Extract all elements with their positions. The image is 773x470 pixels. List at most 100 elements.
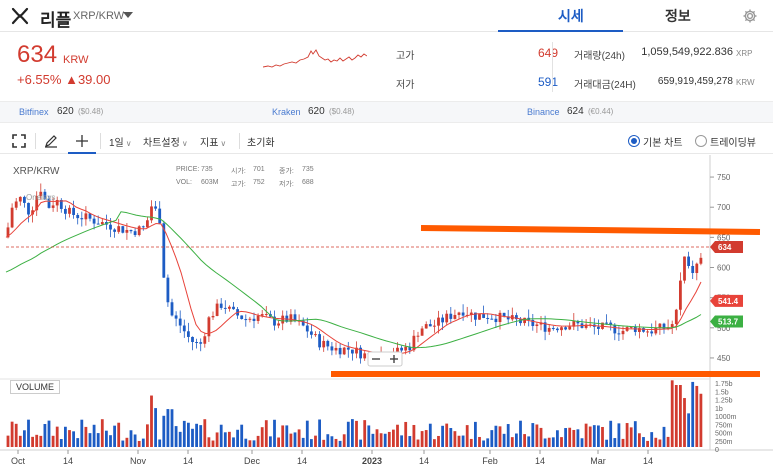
exchange-name[interactable]: Binance bbox=[527, 107, 560, 117]
candle-body bbox=[408, 346, 412, 351]
candle-body bbox=[338, 347, 342, 355]
crosshair-icon[interactable] bbox=[75, 134, 89, 148]
toolbar-divider bbox=[239, 133, 240, 149]
candle-body bbox=[642, 328, 645, 332]
volume-bar bbox=[199, 425, 203, 447]
exchange-prices: Bitfinex 620 ($0.48) Kraken 620 ($0.48) … bbox=[0, 101, 773, 123]
candle-body bbox=[55, 199, 59, 206]
candle-body bbox=[232, 306, 235, 310]
candle-body bbox=[560, 327, 563, 331]
ohlc-price: 735 bbox=[201, 166, 213, 173]
candle-body bbox=[318, 334, 321, 348]
chart-symbol: XRP/KRW bbox=[13, 166, 60, 177]
tab-price[interactable]: 시세 bbox=[558, 8, 584, 24]
chart-watermark: Onelays bbox=[26, 193, 56, 202]
volume-bar bbox=[568, 427, 572, 447]
candle-body bbox=[531, 319, 535, 327]
chart-settings-menu[interactable]: 차트설정 ∨ bbox=[143, 134, 188, 149]
volume-bar bbox=[506, 424, 510, 447]
volume-label: 거래량(24h) bbox=[574, 51, 625, 62]
candle-body bbox=[396, 347, 399, 355]
fullscreen-icon[interactable] bbox=[12, 134, 26, 148]
chart-settings-label: 차트설정 bbox=[143, 138, 180, 149]
volume-bar bbox=[531, 423, 535, 447]
volume-bar bbox=[117, 422, 121, 447]
candle-body bbox=[72, 207, 75, 215]
ma-long-badge-bg bbox=[710, 315, 743, 328]
chevron-down-icon[interactable] bbox=[123, 12, 133, 18]
volume-bar bbox=[474, 421, 477, 447]
xrp-logo-icon bbox=[11, 7, 29, 25]
candle-body bbox=[109, 224, 112, 230]
pair-selector[interactable]: XRP/KRW bbox=[73, 10, 125, 22]
candle-body bbox=[277, 323, 280, 326]
candle-body bbox=[174, 315, 178, 319]
candle-body bbox=[314, 334, 317, 336]
ohlc-low: 688 bbox=[302, 179, 314, 186]
candle-body bbox=[301, 320, 305, 326]
volume-bar bbox=[256, 435, 260, 447]
candle-body bbox=[359, 347, 362, 359]
volume-bar bbox=[18, 435, 22, 447]
volume-bar bbox=[326, 434, 330, 447]
tab-info[interactable]: 정보 bbox=[665, 8, 691, 24]
basic-chart-radio[interactable] bbox=[628, 135, 640, 147]
turnover-unit: KRW bbox=[736, 78, 755, 87]
ohlc-high: 752 bbox=[253, 179, 265, 186]
tradingview-label[interactable]: 트레이딩뷰 bbox=[710, 138, 756, 149]
candle-body bbox=[469, 312, 473, 315]
basic-chart-label[interactable]: 기본 차트 bbox=[643, 138, 683, 149]
candle-body bbox=[662, 323, 666, 329]
stats-divider bbox=[552, 42, 553, 92]
exchange-price-usd: ($0.48) bbox=[78, 107, 104, 116]
volume-bar bbox=[92, 424, 96, 447]
candle-body bbox=[264, 314, 268, 316]
candle-body bbox=[96, 223, 100, 225]
volume-tick-label: 750m bbox=[715, 422, 733, 429]
candlestick-chart[interactable]: 7507006506005505004501.75b1.5b1.25b1b100… bbox=[0, 155, 773, 470]
x-tick-label: 14 bbox=[63, 456, 73, 466]
chevron-down-icon: ∨ bbox=[220, 139, 227, 148]
candle-body bbox=[281, 315, 285, 324]
candle-body bbox=[638, 328, 641, 332]
pencil-icon[interactable] bbox=[44, 134, 58, 148]
volume-bar bbox=[359, 439, 362, 447]
indicators-menu[interactable]: 지표 ∨ bbox=[200, 134, 226, 149]
volume-bar bbox=[203, 419, 207, 447]
x-tick-label: 2023 bbox=[362, 456, 382, 466]
volume-bar bbox=[305, 420, 309, 447]
candle-body bbox=[117, 226, 121, 232]
candle-body bbox=[187, 331, 190, 337]
ohlc-close-label: 종가: bbox=[279, 168, 294, 175]
exchange-name[interactable]: Kraken bbox=[272, 107, 301, 117]
volume-bar bbox=[269, 436, 272, 447]
volume-bar bbox=[88, 433, 92, 447]
volume-bar bbox=[355, 420, 358, 447]
gear-icon[interactable] bbox=[742, 8, 758, 24]
volume-bar bbox=[215, 432, 219, 447]
volume-tick-label: 1000m bbox=[715, 414, 737, 421]
tradingview-radio[interactable] bbox=[695, 135, 707, 147]
volume-bar bbox=[482, 440, 485, 447]
candle-body bbox=[428, 324, 432, 327]
volume-tick-label: 0 bbox=[715, 447, 719, 454]
candle-body bbox=[519, 319, 522, 324]
candle-body bbox=[121, 226, 125, 233]
reset-button[interactable]: 초기화 bbox=[247, 138, 275, 149]
volume-bar bbox=[68, 430, 71, 447]
candle-body bbox=[576, 321, 580, 324]
volume-bar bbox=[27, 419, 30, 447]
candle-body bbox=[195, 342, 198, 344]
last-price-badge: 634 bbox=[718, 243, 732, 252]
x-tick-label: 14 bbox=[297, 456, 307, 466]
toolbar-divider bbox=[100, 133, 101, 149]
candle-body bbox=[133, 231, 137, 236]
x-tick-label: 14 bbox=[183, 456, 193, 466]
interval-select[interactable]: 1일 ∨ bbox=[109, 134, 132, 149]
candle-body bbox=[146, 220, 149, 228]
candle-body bbox=[100, 222, 104, 225]
volume-bar bbox=[64, 426, 67, 447]
candle-body bbox=[412, 335, 416, 351]
price-chart[interactable]: 7507006506005505004501.75b1.5b1.25b1b100… bbox=[0, 155, 773, 470]
exchange-name[interactable]: Bitfinex bbox=[19, 107, 49, 117]
